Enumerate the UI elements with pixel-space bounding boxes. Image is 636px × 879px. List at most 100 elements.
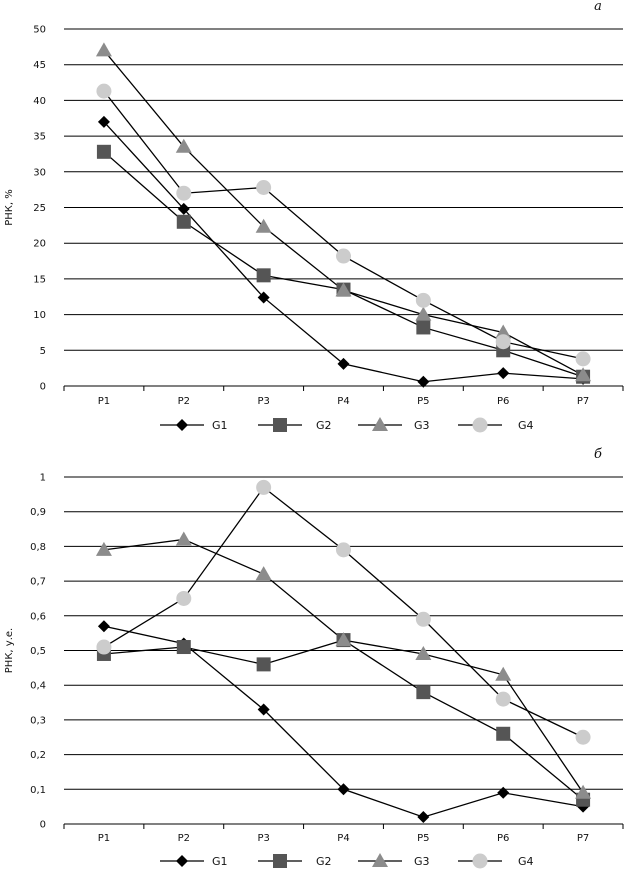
data-point-G4 xyxy=(336,248,351,264)
legend-label: G2 xyxy=(316,855,332,868)
x-tick-label: P3 xyxy=(257,833,269,844)
legend-marker-G3 xyxy=(372,853,388,867)
data-point-G3 xyxy=(95,541,112,556)
data-point-G3 xyxy=(335,282,352,297)
data-point-G1 xyxy=(257,703,270,716)
data-point-G4 xyxy=(256,180,272,196)
legend-label: G1 xyxy=(212,419,228,432)
y-tick-label: 5 xyxy=(40,346,46,357)
data-point-G1 xyxy=(337,357,350,370)
y-tick-label: 0,3 xyxy=(30,715,46,726)
data-point-G3 xyxy=(415,306,432,321)
data-point-G1 xyxy=(417,811,430,824)
x-tick-label: P1 xyxy=(98,396,110,407)
x-tick-label: P2 xyxy=(178,833,190,844)
legend-label: G4 xyxy=(518,419,534,432)
data-point-G4 xyxy=(96,83,112,99)
data-point-G4 xyxy=(495,691,511,707)
y-tick-label: 25 xyxy=(33,203,46,214)
data-point-G2 xyxy=(416,320,431,335)
y-tick-label: 45 xyxy=(33,60,46,71)
data-point-G3 xyxy=(335,632,352,647)
data-point-G4 xyxy=(96,639,112,655)
x-tick-label: P6 xyxy=(497,833,509,844)
data-point-G1 xyxy=(497,367,510,380)
data-point-G3 xyxy=(175,531,192,546)
data-point-G4 xyxy=(176,185,192,201)
y-tick-label: 10 xyxy=(33,310,46,321)
x-tick-label: P7 xyxy=(577,833,589,844)
panel-label: a xyxy=(594,0,602,14)
data-point-G4 xyxy=(176,590,192,606)
legend-label: G3 xyxy=(414,419,430,432)
data-point-G2 xyxy=(496,726,511,741)
y-tick-label: 0,9 xyxy=(30,507,46,518)
data-point-G3 xyxy=(495,666,512,681)
data-point-G2 xyxy=(176,214,191,229)
legend-marker-G1 xyxy=(176,855,188,867)
legend-marker-G4 xyxy=(472,417,488,433)
legend-label: G3 xyxy=(414,855,430,868)
y-tick-label: 0,7 xyxy=(30,577,46,588)
y-tick-label: 0,6 xyxy=(30,611,46,622)
data-point-G1 xyxy=(497,786,510,799)
data-point-G1 xyxy=(97,620,110,633)
data-point-G4 xyxy=(575,351,591,367)
chart-panel-2: 0 0,1 0,2 0,3 0,4 0,5 0,6 0,7 0,8 0,9 1 P1 P2 P3 P4 P5 P… xyxy=(4,447,624,869)
x-tick-label: P4 xyxy=(337,833,349,844)
series-line-G4 xyxy=(103,90,584,360)
data-point-G4 xyxy=(575,729,591,745)
data-point-G3 xyxy=(95,42,112,57)
legend-marker-G1 xyxy=(176,419,188,431)
y-tick-label: 35 xyxy=(33,132,46,143)
data-point-G2 xyxy=(256,268,271,283)
legend-label: G1 xyxy=(212,855,228,868)
series-line-G4 xyxy=(103,486,584,738)
x-tick-label: P1 xyxy=(98,833,110,844)
y-tick-label: 20 xyxy=(33,239,46,250)
data-point-G3 xyxy=(175,138,192,153)
x-tick-label: P5 xyxy=(417,396,429,407)
data-point-G3 xyxy=(255,566,272,581)
data-point-G3 xyxy=(415,645,432,660)
data-point-G2 xyxy=(416,685,431,700)
data-point-G2 xyxy=(256,657,271,672)
y-axis-label: РНК, % xyxy=(4,189,15,226)
legend-marker-G3 xyxy=(372,417,388,431)
data-point-G3 xyxy=(575,784,592,799)
x-tick-label: P6 xyxy=(497,396,509,407)
legend: G1 G2 G3 G4 xyxy=(160,417,534,433)
legend-label: G4 xyxy=(518,855,534,868)
data-point-G3 xyxy=(495,324,512,339)
y-tick-label: 1 xyxy=(40,473,46,484)
data-point-G2 xyxy=(96,144,111,159)
y-tick-label: 15 xyxy=(33,274,46,285)
x-tick-label: P7 xyxy=(577,396,589,407)
y-tick-label: 0 xyxy=(40,820,46,831)
data-point-G4 xyxy=(415,611,431,627)
data-point-G1 xyxy=(337,783,350,796)
data-point-G1 xyxy=(177,202,190,215)
data-point-G1 xyxy=(417,375,430,388)
legend: G1 G2 G3 G4 xyxy=(160,853,534,869)
legend-label: G2 xyxy=(316,419,332,432)
data-point-G1 xyxy=(97,115,110,128)
data-point-G4 xyxy=(415,292,431,308)
legend-marker-G2 xyxy=(273,418,287,432)
panel-label: б xyxy=(594,447,602,462)
y-tick-label: 0,2 xyxy=(30,750,46,761)
x-tick-label: P2 xyxy=(178,396,190,407)
legend-marker-G4 xyxy=(472,853,488,869)
data-point-G2 xyxy=(176,640,191,655)
x-tick-label: P4 xyxy=(337,396,349,407)
series-line-G3 xyxy=(103,50,584,376)
legend-marker-G2 xyxy=(273,854,287,868)
data-point-G3 xyxy=(255,218,272,233)
data-point-G4 xyxy=(495,334,511,350)
y-tick-label: 0,8 xyxy=(30,542,46,553)
chart-panel-1: 0 5 10 15 20 25 30 35 40 45 50 P1 P2 P3 P4 P5 P6 P7 РНК, %… xyxy=(4,0,624,433)
data-point-G1 xyxy=(257,291,270,304)
y-tick-label: 0,5 xyxy=(30,646,46,657)
y-axis-label: РНК, у.е. xyxy=(4,628,15,673)
